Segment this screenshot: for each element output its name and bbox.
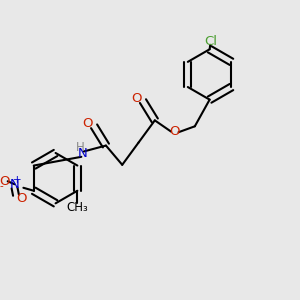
Text: N: N xyxy=(10,178,20,191)
Text: O: O xyxy=(131,92,142,105)
Text: O: O xyxy=(82,117,93,130)
Text: CH₃: CH₃ xyxy=(67,201,88,214)
Text: N: N xyxy=(78,147,88,161)
Text: +: + xyxy=(13,175,22,185)
Text: -: - xyxy=(0,181,4,191)
Text: O: O xyxy=(0,175,10,188)
Text: O: O xyxy=(169,125,179,138)
Text: H: H xyxy=(76,141,85,154)
Text: O: O xyxy=(16,192,27,205)
Text: Cl: Cl xyxy=(205,35,218,48)
